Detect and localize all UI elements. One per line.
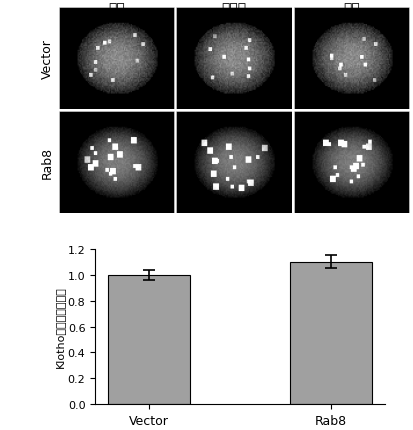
Text: Vector: Vector — [41, 39, 54, 79]
Bar — [108, 275, 190, 404]
Bar — [290, 262, 371, 404]
Text: 合并: 合并 — [342, 2, 359, 16]
Text: 再循环: 再循环 — [221, 2, 246, 16]
Y-axis label: Klotho再循环相对水平: Klotho再循环相对水平 — [55, 286, 65, 368]
Text: 内化: 内化 — [108, 2, 125, 16]
Text: Rab8: Rab8 — [41, 147, 54, 179]
